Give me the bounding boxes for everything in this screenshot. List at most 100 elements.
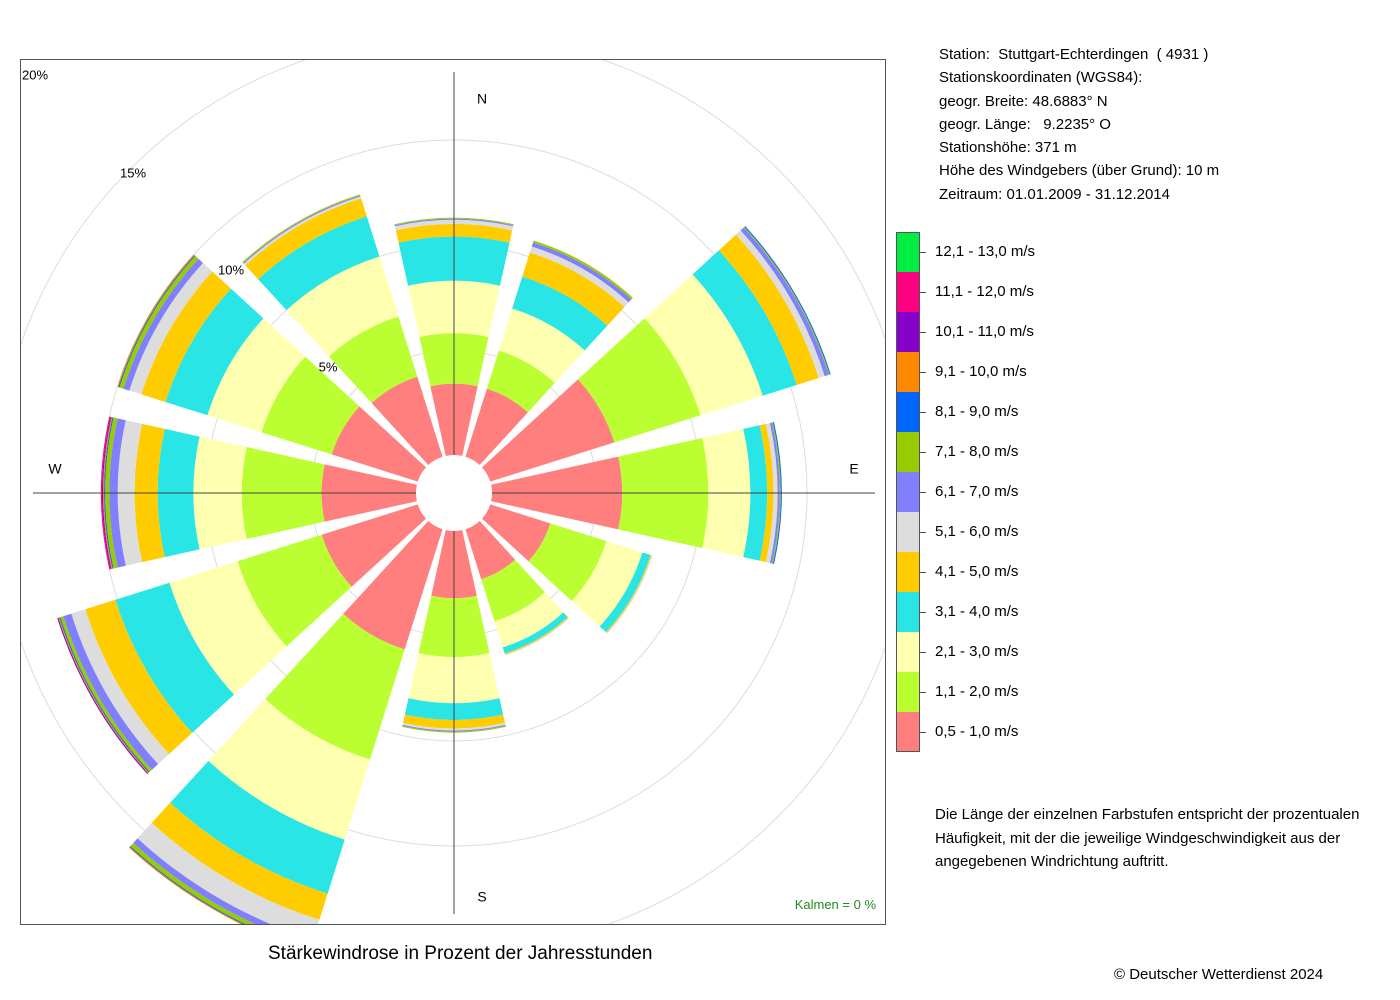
compass-label: N — [477, 91, 487, 107]
legend-label: 10,1 - 11,0 m/s — [935, 323, 1034, 340]
legend-label: 8,1 - 9,0 m/s — [935, 403, 1019, 420]
wedge-segment — [245, 198, 367, 280]
wedge-segment — [170, 761, 345, 894]
wedge-segment — [105, 417, 118, 569]
wedge-segment — [265, 613, 405, 760]
legend-swatch — [896, 592, 920, 632]
wedge-segment — [102, 416, 112, 570]
wedge-segment — [498, 308, 585, 383]
legend-tick — [920, 692, 926, 693]
wedge-segment — [207, 318, 306, 433]
wedge-segment — [321, 504, 426, 587]
legend-swatch — [896, 472, 920, 512]
legend-label: 2,1 - 3,0 m/s — [935, 643, 1019, 660]
legend-tick — [920, 452, 926, 453]
wedge-segment — [465, 521, 516, 580]
legend-swatch — [896, 352, 920, 392]
wedge-segment — [692, 250, 797, 396]
compass-label: S — [477, 889, 486, 905]
plot-area: N E S W 5% 10% 15% 20% Kalmen = 0 % — [20, 59, 886, 925]
wedge-segment — [482, 379, 615, 482]
wedge-segment — [512, 276, 608, 351]
wedge-segment — [402, 722, 506, 731]
wedge-segment — [141, 271, 231, 403]
legend-swatch — [896, 672, 920, 712]
wedge-segment — [129, 263, 213, 395]
wedge-segment — [104, 417, 114, 569]
wedge-segment — [522, 252, 625, 326]
legend-tick — [920, 732, 926, 733]
legend-tick — [920, 652, 926, 653]
wedge-segment — [329, 316, 418, 404]
latitude: geogr. Breite: 48.6883° N — [939, 92, 1108, 110]
compass-label: E — [849, 461, 858, 477]
legend-tick — [920, 492, 926, 493]
legend-swatch — [896, 392, 920, 432]
wedge-segment — [769, 422, 780, 564]
wedge-segment — [599, 552, 651, 633]
wedge-segment — [258, 216, 380, 311]
wedge-segment — [151, 802, 328, 920]
note-line-2: Häufigkeit, mit der die jeweilige Windge… — [935, 829, 1341, 847]
wedge-segment — [123, 258, 204, 391]
wedge-segment — [644, 274, 763, 416]
compass-label: W — [48, 461, 62, 477]
wedge-segment — [103, 417, 113, 569]
ring-label: 10% — [218, 262, 244, 277]
legend-label: 3,1 - 4,0 m/s — [935, 603, 1019, 620]
wedge-segment — [494, 592, 564, 648]
legend-tick — [920, 532, 926, 533]
wedge-segment — [718, 234, 819, 385]
wedge-segment — [100, 416, 111, 570]
wind-rose: N E S W 5% 10% 15% 20% Kalmen = 0 % — [21, 60, 885, 924]
legend-swatch — [896, 272, 920, 312]
legend-swatch — [896, 552, 920, 592]
wedge-segment — [63, 613, 159, 770]
wedge-segment — [119, 255, 199, 389]
wedge-segment — [402, 725, 506, 733]
legend-label: 6,1 - 7,0 m/s — [935, 483, 1019, 500]
station-elevation: Stationshöhe: 371 m — [939, 139, 1077, 157]
copyright: © Deutscher Wetterdienst 2024 — [1114, 966, 1324, 983]
legend-swatch — [896, 312, 920, 352]
wedge-segment — [165, 288, 264, 416]
legend-swatch — [896, 712, 920, 752]
wedge-segment — [402, 724, 506, 732]
legend-tick — [920, 252, 926, 253]
legend-label: 11,1 - 12,0 m/s — [935, 283, 1034, 300]
wedge-segment — [571, 541, 643, 627]
legend-label: 1,1 - 2,0 m/s — [935, 683, 1019, 700]
anemometer-height: Höhe des Windgebers (über Grund): 10 m — [939, 162, 1220, 180]
wedge-segment — [286, 256, 399, 357]
wedge-segment — [208, 699, 370, 840]
wedge-segment — [735, 230, 825, 379]
ring-label: 5% — [319, 359, 338, 374]
legend-note: Die Länge der einzelnen Farbstufen entsp… — [935, 803, 1359, 874]
calm-label: Kalmen = 0 % — [795, 897, 877, 912]
wedge-segment — [578, 318, 701, 443]
wedge-segment — [394, 217, 514, 226]
legend-tick — [920, 572, 926, 573]
legend-tick — [920, 612, 926, 613]
wedge-segment — [137, 822, 320, 924]
ring-label: 20% — [22, 67, 48, 82]
wedge-segment — [482, 504, 551, 562]
legend-label: 0,5 - 1,0 m/s — [935, 723, 1019, 740]
legend-label: 12,1 - 13,0 m/s — [935, 243, 1036, 260]
wedge-segment — [771, 422, 781, 564]
legend-tick — [920, 332, 926, 333]
wedge-segment — [486, 350, 555, 413]
wedge-segment — [169, 561, 287, 695]
wedge-segment — [529, 246, 629, 308]
station-name: Station: Stuttgart-Echterdingen ( 4931 ) — [939, 46, 1209, 63]
wedge-segment — [465, 388, 528, 465]
legend-tick — [920, 292, 926, 293]
wedge-segment — [343, 521, 443, 650]
legend-label: 4,1 - 5,0 m/s — [935, 563, 1019, 580]
legend-swatch — [896, 512, 920, 552]
ring-label: 15% — [120, 165, 146, 180]
station-info: Station: Stuttgart-Echterdingen ( 4931 )… — [939, 43, 1219, 206]
legend-swatch — [896, 632, 920, 672]
wedge-segment — [331, 406, 426, 482]
wedge-segment — [528, 523, 607, 601]
